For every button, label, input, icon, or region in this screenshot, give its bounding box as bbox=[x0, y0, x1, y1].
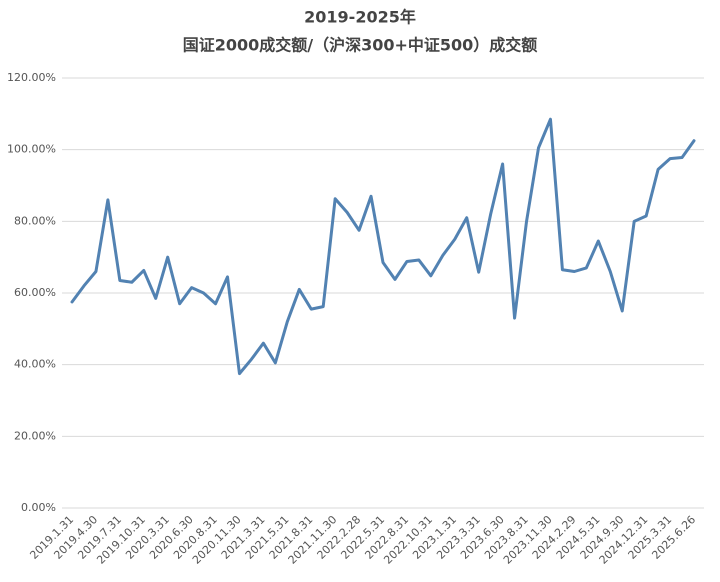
y-tick-label: 0.00% bbox=[21, 501, 56, 514]
y-tick-label: 40.00% bbox=[14, 358, 56, 371]
y-tick-label: 80.00% bbox=[14, 214, 56, 227]
chart-title: 2019-2025年 bbox=[304, 8, 416, 27]
y-tick-label: 20.00% bbox=[14, 429, 56, 442]
data-line bbox=[70, 117, 696, 376]
y-tick-label: 100.00% bbox=[7, 143, 56, 156]
y-tick-label: 60.00% bbox=[14, 286, 56, 299]
y-tick-label: 120.00% bbox=[7, 71, 56, 84]
chart-subtitle: 国证2000成交额/（沪深300+中证500）成交额 bbox=[183, 36, 538, 55]
